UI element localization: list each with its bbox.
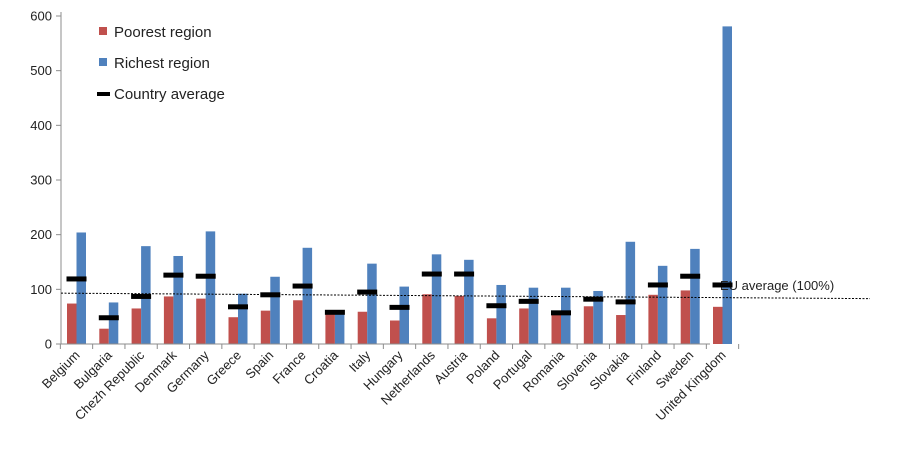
- country-average-marker: [680, 273, 701, 279]
- y-tick-label: 0: [45, 337, 52, 352]
- bar-poorest-region: [293, 300, 303, 344]
- bar-poorest-region: [163, 296, 174, 344]
- bar-poorest-region: [648, 294, 658, 344]
- country-average-marker: [228, 304, 248, 310]
- bar-poorest-region: [616, 315, 626, 344]
- country-average-marker: [98, 315, 119, 321]
- bar-richest-region: [367, 263, 377, 344]
- eu-average-dashed-line: [60, 292, 871, 300]
- y-tick-label: 300: [30, 173, 52, 188]
- x-category-label: France: [269, 348, 308, 387]
- legend: Poorest region Richest region Country aver…: [97, 24, 225, 103]
- country-average-marker: [421, 271, 442, 277]
- bar-richest-region: [690, 248, 700, 344]
- bar-poorest-region: [583, 306, 594, 344]
- bar-poorest-region: [196, 298, 206, 344]
- bar-poorest-region: [454, 295, 465, 344]
- x-category-label: Croatia: [301, 347, 342, 388]
- x-category-label: Austria: [431, 347, 471, 387]
- bar-richest-region: [173, 255, 183, 344]
- bar-poorest-region: [422, 294, 432, 344]
- bar-poorest-region: [486, 318, 497, 344]
- legend-label: Poorest region: [114, 24, 212, 41]
- country-average-marker: [486, 303, 507, 309]
- country-average-marker: [389, 304, 410, 310]
- y-tick-label: 400: [30, 118, 52, 133]
- bar-richest-region: [238, 293, 248, 344]
- legend-item-country-average: Country average: [97, 86, 225, 103]
- country-average-marker: [647, 282, 668, 288]
- country-average-marker: [324, 309, 345, 315]
- legend-swatch: [99, 27, 107, 35]
- bar-poorest-region: [551, 310, 561, 344]
- country-average-marker: [131, 293, 152, 299]
- bar-poorest-region: [713, 306, 723, 344]
- y-tick-label: 600: [30, 9, 52, 24]
- bar-richest-region: [528, 287, 539, 344]
- bar-richest-region: [399, 286, 409, 344]
- legend-label: Country average: [114, 86, 225, 103]
- bars: [67, 26, 732, 345]
- bar-richest-region: [593, 290, 603, 344]
- bar-richest-region: [722, 26, 732, 345]
- y-axis: 0 100 200 300 400 500 600: [30, 9, 62, 352]
- bar-poorest-region: [131, 308, 142, 344]
- legend-label: Richest region: [114, 55, 210, 72]
- bar-poorest-region: [390, 320, 400, 344]
- legend-swatch: [97, 92, 110, 96]
- bar-poorest-region: [325, 313, 335, 344]
- country-average-marker: [163, 272, 184, 278]
- bar-richest-region: [205, 231, 216, 344]
- country-average-marker: [712, 282, 733, 288]
- bar-richest-region: [270, 276, 280, 344]
- bar-poorest-region: [228, 317, 238, 344]
- country-average-marker: [583, 296, 604, 302]
- country-average-marker: [615, 299, 636, 305]
- country-average-marker: [195, 273, 216, 279]
- legend-item-richest-region: Richest region: [99, 55, 210, 72]
- bar-richest-region: [334, 311, 345, 344]
- country-average-marker: [454, 271, 475, 277]
- bar-richest-region: [431, 254, 442, 344]
- country-average-marker: [357, 289, 378, 295]
- y-tick-label: 100: [30, 282, 52, 297]
- bar-richest-region: [496, 284, 506, 344]
- bar-richest-region: [108, 302, 119, 344]
- bar-poorest-region: [260, 310, 271, 344]
- bar-richest-region: [464, 259, 474, 344]
- bar-richest-region: [76, 232, 86, 344]
- country-average-marker: [518, 298, 539, 304]
- country-average-marker: [66, 276, 87, 282]
- bar-richest-region: [625, 241, 636, 344]
- x-category-label: Italy: [346, 347, 374, 375]
- legend-item-poorest-region: Poorest region: [99, 24, 212, 41]
- legend-swatch: [99, 58, 107, 66]
- y-tick-label: 200: [30, 227, 52, 242]
- eu-average-label: EU average (100%): [720, 278, 834, 293]
- bar-richest-region: [561, 287, 571, 344]
- country-average-marker: [260, 292, 281, 298]
- country-average-markers: [66, 271, 733, 321]
- bar-richest-region: [657, 265, 668, 344]
- bar-poorest-region: [99, 328, 109, 344]
- country-average-marker: [551, 310, 571, 316]
- eu-average-line: EU average (100%): [60, 278, 871, 300]
- bar-poorest-region: [519, 308, 529, 344]
- bar-poorest-region: [680, 290, 691, 344]
- bar-richest-region: [302, 247, 313, 344]
- bar-poorest-region: [357, 311, 368, 344]
- bar-poorest-region: [67, 303, 77, 344]
- y-tick-label: 500: [30, 63, 52, 78]
- x-category-label: Greece: [203, 348, 244, 389]
- country-average-marker: [292, 283, 313, 289]
